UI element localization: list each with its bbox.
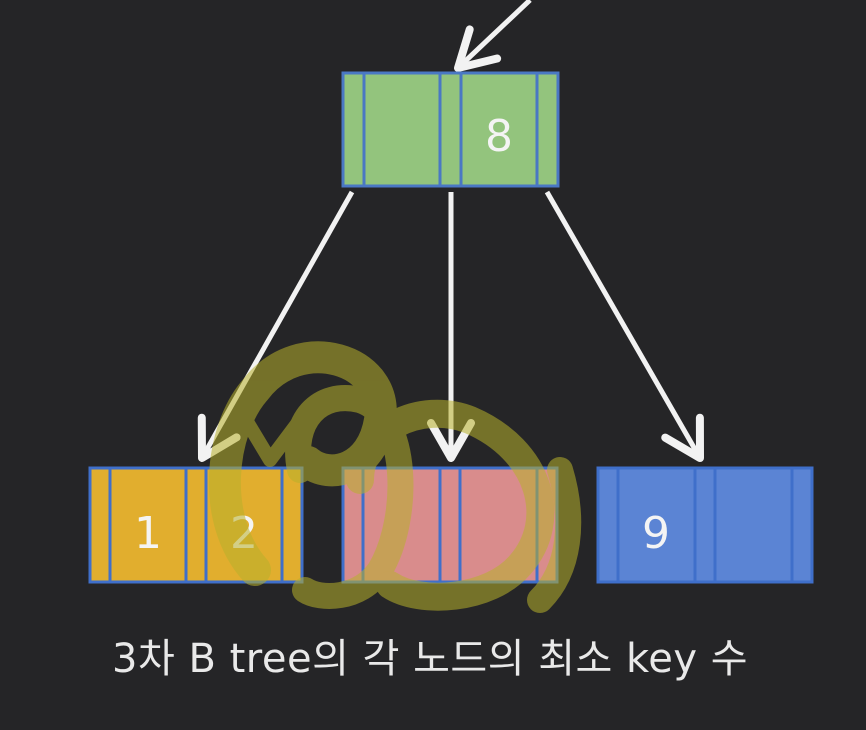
root-key-2: 8 (485, 111, 513, 162)
highlighter-scribble (208, 341, 582, 613)
right-leaf-node: 9 (596, 466, 814, 584)
right-child-arrow (544, 190, 704, 462)
left-leaf-node: 1 2 (88, 466, 304, 584)
root-node: 8 (341, 71, 560, 188)
incoming-arrow (454, 0, 532, 72)
right-key-1: 9 (642, 508, 670, 559)
slide-caption: 3차 B tree의 각 노드의 최소 key 수 (112, 636, 749, 682)
left-key-1: 1 (134, 508, 162, 559)
